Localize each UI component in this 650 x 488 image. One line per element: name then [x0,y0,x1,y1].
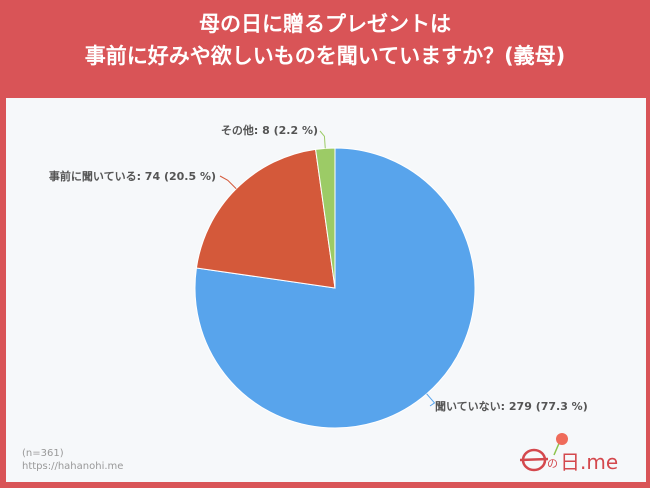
carnation-logo-icon: の 日.me [519,433,618,474]
pie-slice-0 [194,147,476,429]
source-url: https://hahanohi.me [22,461,124,472]
sample-size: (n=361) [22,448,64,459]
leader-line-2 [319,130,326,149]
slice-label-1: 事前に聞いている: 74 (20.5 %) [49,169,216,183]
logo: の 日.me [519,433,630,477]
svg-text:日.me: 日.me [560,450,618,473]
pie-slice-1 [195,148,336,289]
title-line-1: 母の日に贈るプレゼントは [199,12,451,36]
title-line-2: 事前に好みや欲しいものを聞いていますか？(義母) [84,44,566,68]
chart-title: 母の日に贈るプレゼントは 事前に好みや欲しいものを聞いていますか？(義母) [0,0,650,98]
slice-label-2: その他: 8 (2.2 %) [221,123,318,137]
leader-line-0 [426,393,436,407]
pie-slice-2 [315,147,336,289]
slice-label-0: 聞いていない: 279 (77.3 %) [435,400,588,413]
leader-line-1 [219,175,237,190]
svg-text:の: の [547,457,558,470]
